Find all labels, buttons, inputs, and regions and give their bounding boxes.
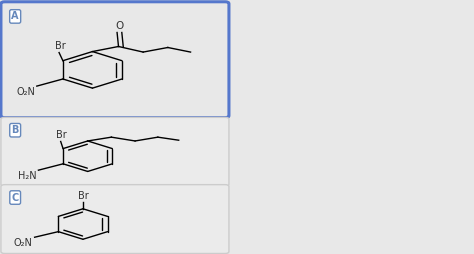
Text: Br: Br xyxy=(56,131,67,140)
Text: A: A xyxy=(11,11,19,21)
Text: Br: Br xyxy=(78,191,88,201)
Text: Br: Br xyxy=(55,41,65,51)
Text: O₂N: O₂N xyxy=(17,87,36,97)
Text: C: C xyxy=(11,193,19,202)
Text: B: B xyxy=(11,125,19,135)
FancyBboxPatch shape xyxy=(1,2,229,118)
Text: H₂N: H₂N xyxy=(18,171,37,181)
Text: O: O xyxy=(115,21,124,31)
FancyBboxPatch shape xyxy=(1,117,229,186)
FancyBboxPatch shape xyxy=(1,185,229,253)
Text: O₂N: O₂N xyxy=(14,238,33,248)
